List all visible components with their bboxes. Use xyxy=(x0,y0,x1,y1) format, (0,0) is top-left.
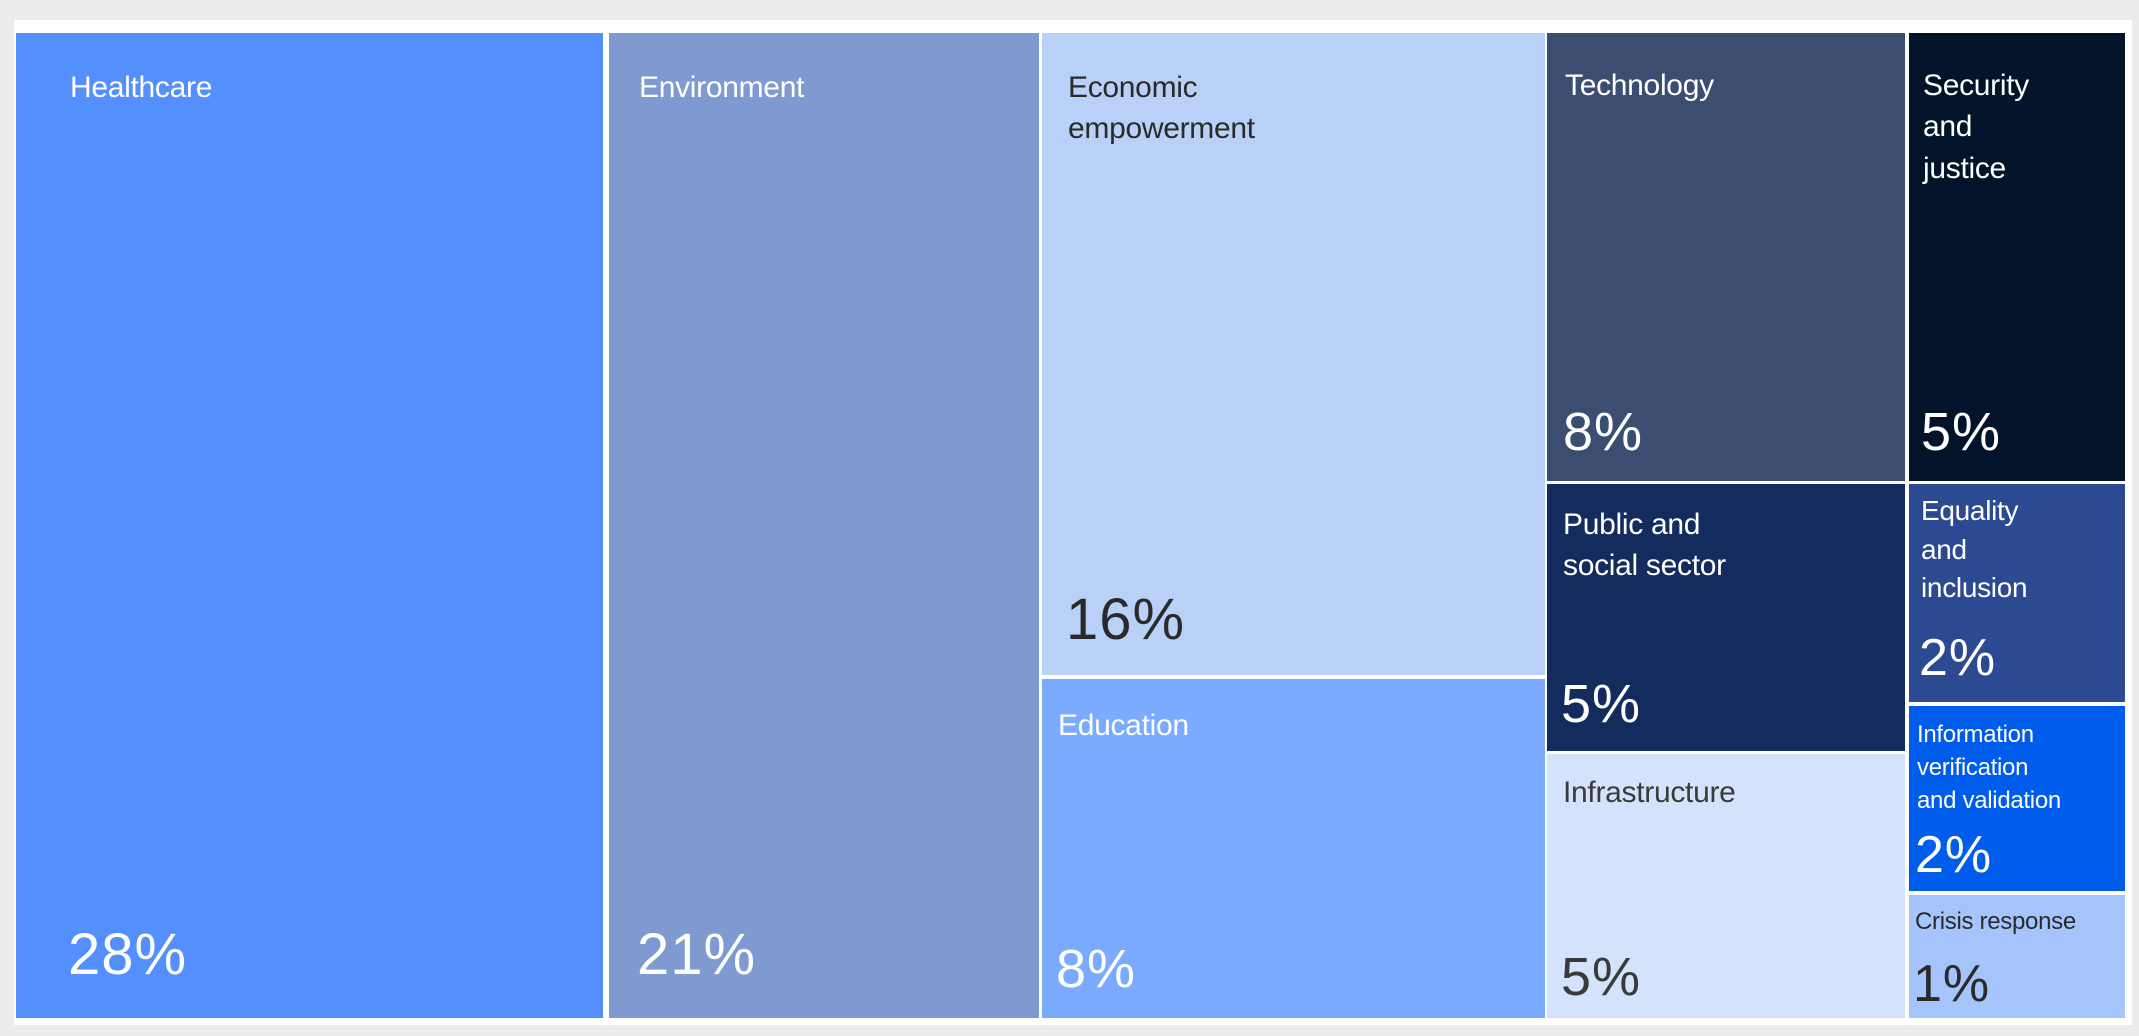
cell-label-technology: Technology xyxy=(1565,69,1714,102)
cell-label-security-and-justice: Security and justice xyxy=(1923,69,2029,185)
cell-value-security-and-justice: 5% xyxy=(1921,402,2002,462)
cell-label-infrastructure: Infrastructure xyxy=(1563,776,1736,809)
cell-value-technology: 8% xyxy=(1563,402,1644,462)
treemap-cell-economic-empowerment: Economic empowerment 16% xyxy=(1042,33,1545,675)
treemap-cell-security-and-justice: Security and justice 5% xyxy=(1909,33,2125,481)
treemap-cell-education: Education 8% xyxy=(1042,679,1545,1018)
treemap-cell-technology: Technology 8% xyxy=(1547,33,1905,481)
cell-value-healthcare: 28% xyxy=(68,922,188,987)
cell-label-information-verification-and-validation: Information verification and validation xyxy=(1917,721,2061,815)
treemap-cell-information-verification-and-validation: Information verification and validation 2… xyxy=(1909,706,2125,891)
cell-value-education: 8% xyxy=(1056,939,1137,999)
cell-label-economic-empowerment: Economic empowerment xyxy=(1068,71,1255,146)
cell-label-education: Education xyxy=(1058,709,1189,742)
cell-label-environment: Environment xyxy=(639,71,805,104)
cell-label-healthcare: Healthcare xyxy=(70,71,213,104)
cell-value-environment: 21% xyxy=(637,922,757,987)
cell-label-public-and-social-sector: Public and social sector xyxy=(1563,508,1726,583)
cell-value-infrastructure: 5% xyxy=(1561,947,1642,1007)
treemap-cell-healthcare: Healthcare 28% xyxy=(16,33,603,1018)
cell-label-crisis-response: Crisis response xyxy=(1915,908,2076,935)
cell-value-public-and-social-sector: 5% xyxy=(1561,674,1642,734)
treemap-cell-crisis-response: Crisis response 1% xyxy=(1909,895,2125,1018)
treemap-cell-public-and-social-sector: Public and social sector 5% xyxy=(1547,484,1905,751)
treemap-cell-infrastructure: Infrastructure 5% xyxy=(1547,754,1905,1018)
treemap-cell-equality-and-inclusion: Equality and inclusion 2% xyxy=(1909,484,2125,702)
treemap-cell-environment: Environment 21% xyxy=(609,33,1039,1018)
cell-label-equality-and-inclusion: Equality and inclusion xyxy=(1921,495,2028,604)
cell-value-equality-and-inclusion: 2% xyxy=(1919,629,1997,687)
cell-value-economic-empowerment: 16% xyxy=(1066,587,1186,652)
cell-value-information-verification-and-validation: 2% xyxy=(1915,826,1993,884)
cell-value-crisis-response: 1% xyxy=(1913,955,1991,1013)
